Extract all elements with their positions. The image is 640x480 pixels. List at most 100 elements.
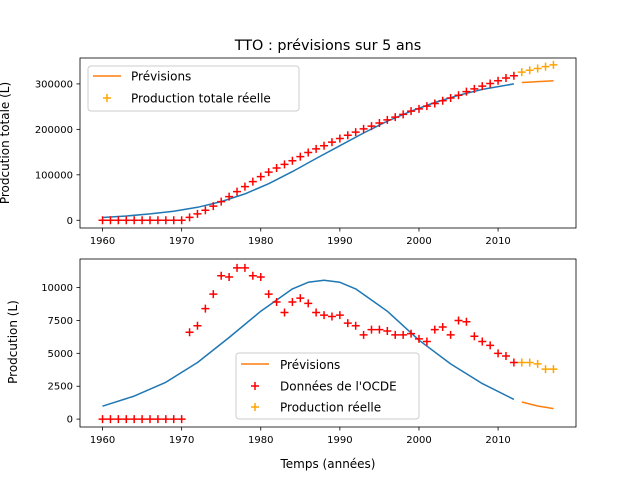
top-series-2-point xyxy=(209,202,218,211)
bottom-legend-forecast-label: Prévisions xyxy=(280,358,340,372)
top-series-3-point xyxy=(525,66,534,75)
bottom-series-2-point xyxy=(193,321,202,330)
bottom-series-2-point xyxy=(146,415,155,424)
bottom-series-2-point xyxy=(470,332,479,341)
bottom-legend: Prévisions Données de l'OCDE Production … xyxy=(235,352,420,420)
bottom-subplot: 1960 1970 1980 1990 2000 2010 0 2500 5000 7500 100… xyxy=(6,258,577,471)
top-series-2-point xyxy=(335,134,344,143)
top-series-2-point xyxy=(486,79,495,88)
bottom-axes-frame xyxy=(79,258,577,428)
bottom-series-2-point xyxy=(509,358,518,367)
bottom-series-2-point xyxy=(407,329,416,338)
bottom-series-2-point xyxy=(414,334,423,343)
bottom-series-2-point xyxy=(454,316,463,325)
top-series-2-point xyxy=(272,164,281,172)
top-series-2-point xyxy=(454,91,463,100)
bottom-series-2-point xyxy=(320,311,329,320)
bottom-series-2-point xyxy=(185,328,194,337)
bottom-series-2-point xyxy=(351,321,360,330)
top-series-2-point xyxy=(193,209,202,218)
top-x-tick-label: 2010 xyxy=(485,236,510,247)
top-series-2-point xyxy=(422,102,431,111)
top-series-2-point xyxy=(240,182,249,191)
top-series-3-point xyxy=(541,62,550,71)
top-series-2-point xyxy=(233,187,242,196)
bottom-series-3-point xyxy=(525,358,534,367)
top-series-2-point xyxy=(280,160,289,169)
top-series-2-point xyxy=(225,192,234,201)
top-series-2-point xyxy=(351,128,360,137)
bottom-plot-area xyxy=(98,263,558,424)
top-series-2-point xyxy=(161,216,170,225)
bottom-y-axis-label: Prodcution (L) xyxy=(6,300,20,384)
top-y-tick-label: 200000 xyxy=(35,125,73,136)
top-series-2-point xyxy=(414,104,423,113)
top-axes: 1960 1970 1980 1990 2000 2010 0 100000 200000 300… xyxy=(35,57,577,247)
top-series-2-point xyxy=(462,87,471,96)
bottom-series-2-point xyxy=(256,273,265,282)
bottom-series-2-point xyxy=(161,415,170,424)
bottom-x-tick-label: 1970 xyxy=(169,435,194,446)
bottom-series-2-point xyxy=(312,308,321,317)
top-series-3-point xyxy=(533,64,542,73)
top-series-2-point xyxy=(383,115,392,124)
top-y-tick-label: 100000 xyxy=(35,170,73,181)
top-series-2-point xyxy=(501,74,510,82)
bottom-y-tick-label: 7500 xyxy=(48,316,73,327)
bottom-series-2-point xyxy=(462,317,471,326)
bottom-y-tick-label: 5000 xyxy=(48,349,73,360)
bottom-y-tick-label: 10000 xyxy=(41,283,73,294)
top-subplot: TTO : prévisions sur 5 ans 1960 1970 1980 1… xyxy=(0,38,577,247)
bottom-series-2-point xyxy=(399,330,408,339)
top-x-tick-label: 1960 xyxy=(90,236,115,247)
bottom-series-2-point xyxy=(367,325,376,334)
top-series-2-point xyxy=(438,96,447,105)
top-series-2-point xyxy=(217,197,226,206)
bottom-legend-actual-swatch xyxy=(251,403,259,411)
top-series-2-point xyxy=(248,177,257,186)
top-series-3-point xyxy=(549,60,558,69)
bottom-series-2-point xyxy=(209,290,218,299)
top-series-2-point xyxy=(106,216,115,225)
bottom-x-tick-label: 1980 xyxy=(248,435,273,446)
top-series-2-point xyxy=(153,216,162,225)
top-series-2-point xyxy=(359,124,368,133)
top-legend: Prévisions Production totale réelle xyxy=(87,65,300,112)
bottom-series-2-point xyxy=(233,263,242,272)
top-x-tick-label: 1990 xyxy=(327,236,352,247)
top-series-2-point xyxy=(114,216,123,225)
top-series-2-point xyxy=(201,206,210,215)
bottom-series-2-point xyxy=(130,415,139,424)
top-series-2-point xyxy=(256,172,265,181)
bottom-series-2-point xyxy=(486,341,495,350)
top-series-2-point xyxy=(367,122,376,131)
bottom-series-3-point xyxy=(517,358,526,367)
top-series-2-point xyxy=(470,84,479,93)
bottom-y-tick-label: 0 xyxy=(67,415,73,426)
chart-title: TTO : prévisions sur 5 ans xyxy=(234,38,422,54)
top-series-2-point xyxy=(304,148,313,157)
top-series-2-point xyxy=(391,113,400,122)
top-series-2-point xyxy=(169,216,178,225)
bottom-series-2-point xyxy=(343,319,352,328)
top-legend-frame xyxy=(87,65,300,112)
top-series-2-point xyxy=(320,141,329,150)
bottom-series-2-point xyxy=(106,415,115,424)
bottom-series-2-point xyxy=(138,415,147,424)
bottom-series-2-point xyxy=(153,415,162,424)
top-series-2-point xyxy=(264,168,273,177)
bottom-legend-frame xyxy=(235,352,420,420)
bottom-series-2-point xyxy=(494,349,503,358)
top-y-tick-label: 300000 xyxy=(35,79,73,90)
top-series-2-point xyxy=(494,76,503,85)
top-series-2-point xyxy=(375,119,384,127)
top-series-2-point xyxy=(177,216,186,225)
top-series-2-point xyxy=(185,213,194,222)
bottom-series-3-point xyxy=(541,365,550,374)
top-series-2-point xyxy=(509,71,518,80)
bottom-series-2-point xyxy=(240,263,249,272)
top-series-2-point xyxy=(146,216,155,225)
bottom-series-2-point xyxy=(122,415,131,424)
bottom-series-2-point xyxy=(359,330,368,339)
